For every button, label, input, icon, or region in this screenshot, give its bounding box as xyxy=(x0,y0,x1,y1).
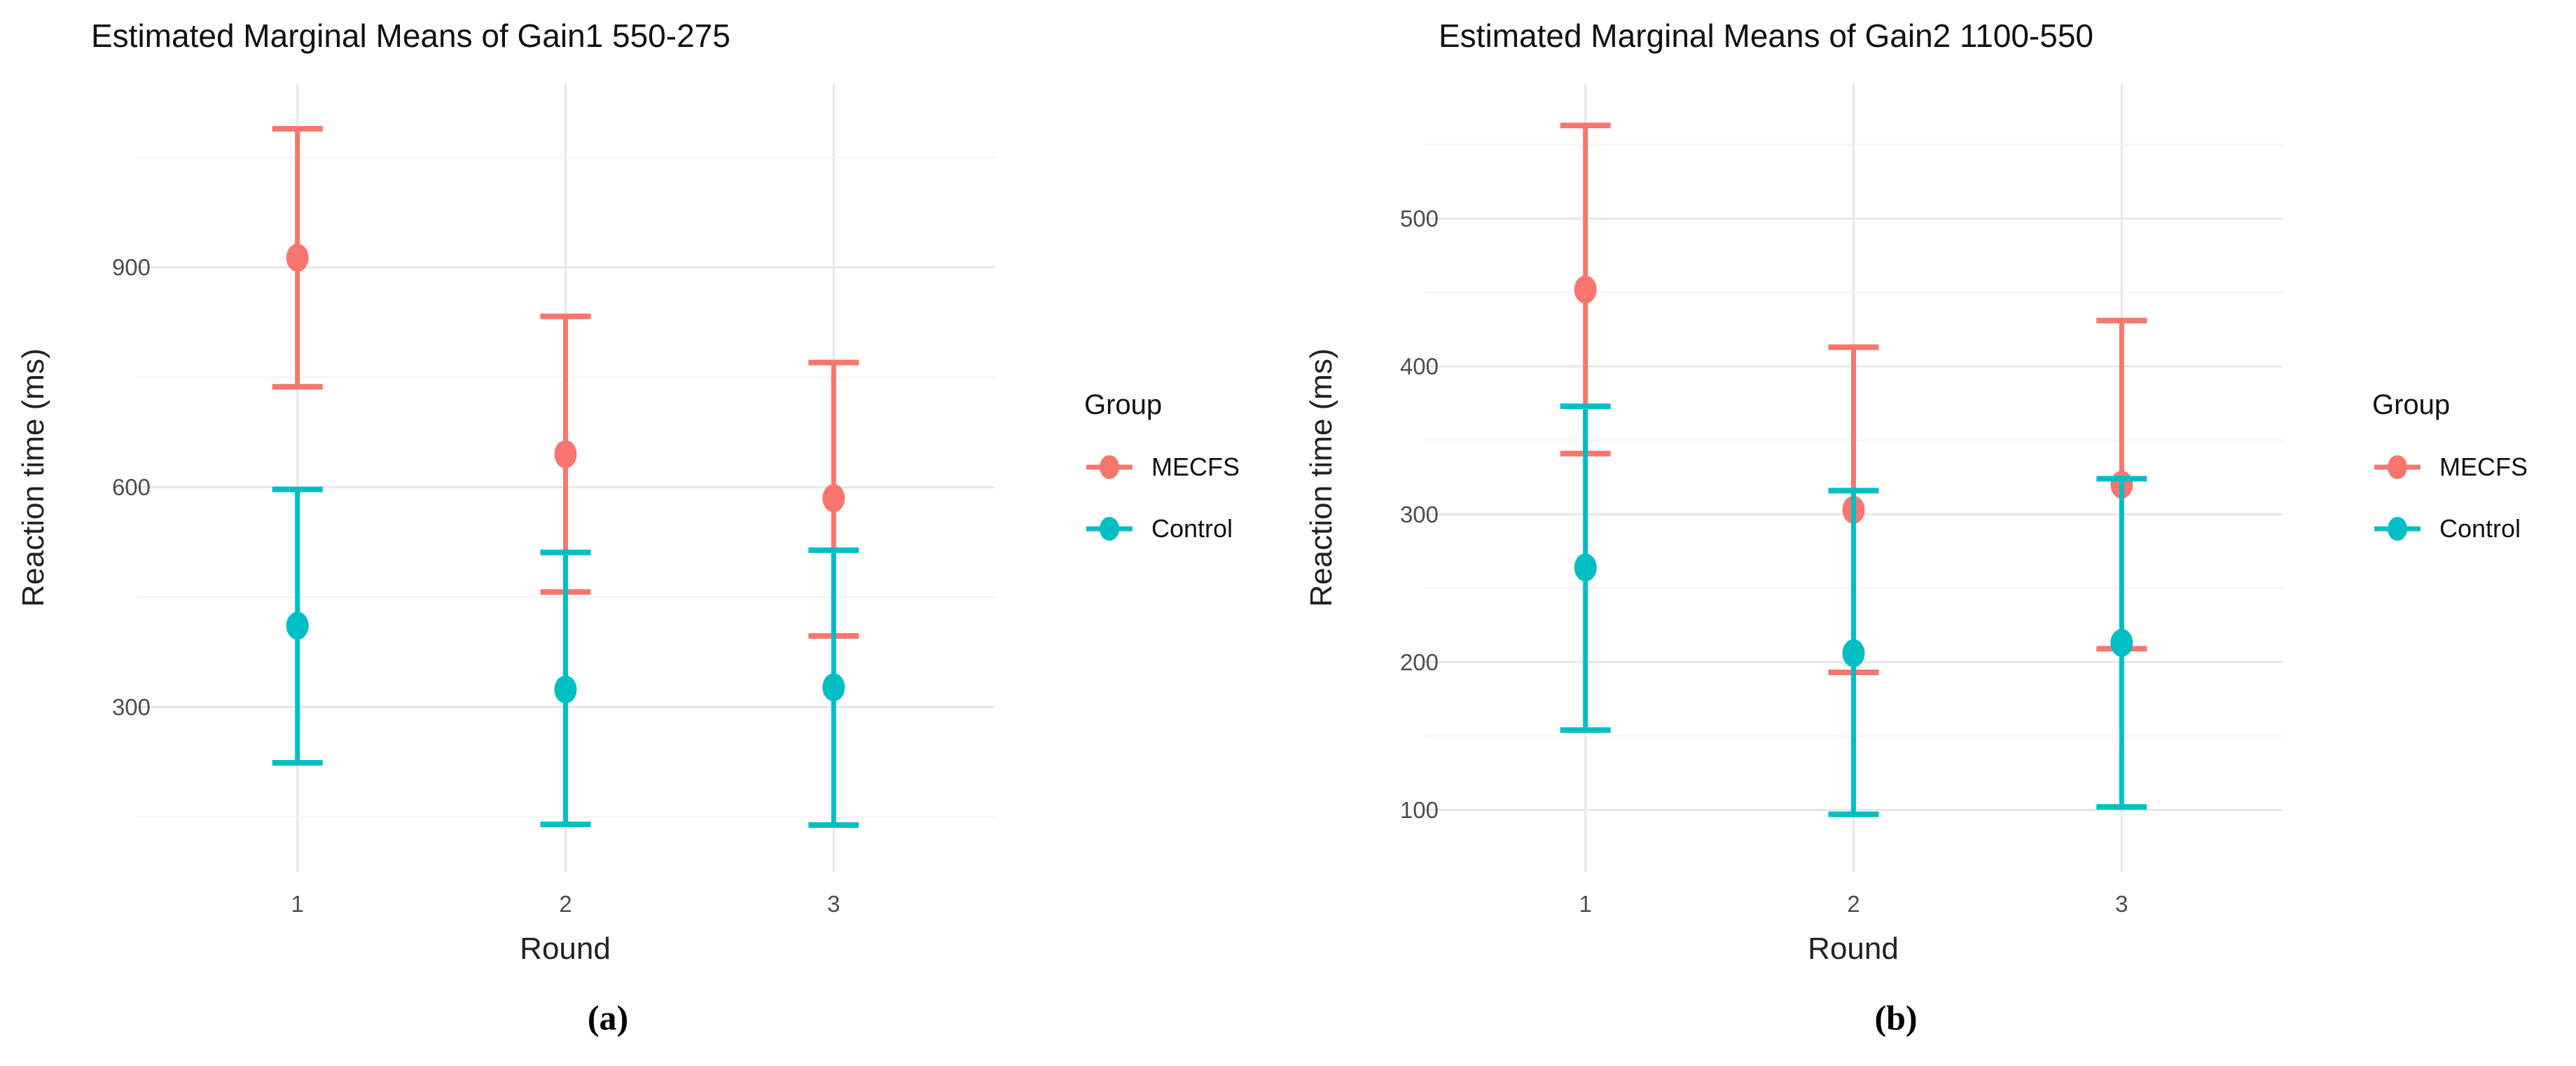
legend-item-label: Control xyxy=(1151,514,1233,543)
legend: Group MECFS Control xyxy=(2372,389,2528,544)
panel-a: Estimated Marginal Means of Gain1 550-27… xyxy=(16,18,1240,1037)
x-tick-label: 1 xyxy=(291,891,304,917)
legend-item-control: Control xyxy=(1084,513,1240,544)
plot-area: 300 600 900 1 2 3 xyxy=(112,84,995,917)
pointrange-key-icon xyxy=(2374,455,2421,479)
x-tick-label: 2 xyxy=(1847,891,1860,917)
mecfs-mean-dot xyxy=(1574,275,1597,304)
legend-key-dot xyxy=(2388,517,2407,541)
panel-sublabel: (a) xyxy=(587,998,629,1037)
pointrange-key-icon xyxy=(2374,517,2421,541)
legend-item-label: Control xyxy=(2439,514,2521,543)
legend-item-label: MECFS xyxy=(1151,452,1240,481)
y-tick-label: 100 xyxy=(1400,797,1439,823)
x-tick-label: 3 xyxy=(2115,891,2128,917)
x-axis-title: Round xyxy=(520,932,611,966)
legend-item-mecfs: MECFS xyxy=(1084,452,1240,483)
plot-area: 100 200 300 400 500 1 2 3 xyxy=(1400,84,2283,917)
pointrange-key-icon xyxy=(1086,455,1133,479)
pointrange-key-icon xyxy=(1086,517,1133,541)
mecfs-mean-dot xyxy=(554,440,577,469)
y-tick-label: 400 xyxy=(1400,354,1439,380)
legend-key-dot xyxy=(2388,455,2407,479)
legend: Group MECFS Control xyxy=(1084,389,1240,544)
y-tick-label: 300 xyxy=(1400,501,1439,527)
legend-item-label: MECFS xyxy=(2439,452,2528,481)
y-tick-label: 500 xyxy=(1400,206,1439,232)
chart-title: Estimated Marginal Means of Gain1 550-27… xyxy=(91,18,730,54)
legend-item-control: Control xyxy=(2372,513,2528,544)
legend-key-dot xyxy=(1100,517,1119,541)
y-tick-label: 300 xyxy=(112,694,151,720)
y-tick-label: 900 xyxy=(112,254,151,280)
panel-sublabel: (b) xyxy=(1874,998,1918,1037)
mecfs-mean-dot xyxy=(822,484,845,513)
legend-key-dot xyxy=(1100,455,1119,479)
control-mean-dot xyxy=(822,673,845,702)
x-axis-title: Round xyxy=(1808,932,1899,966)
chart-title: Estimated Marginal Means of Gain2 1100-5… xyxy=(1439,18,2094,54)
panel-b: Estimated Marginal Means of Gain2 1100-5… xyxy=(1288,0,2576,1066)
control-mean-dot xyxy=(1574,553,1597,582)
mecfs-mean-dot xyxy=(286,244,309,272)
control-mean-dot xyxy=(286,611,309,640)
y-tick-label: 600 xyxy=(112,474,151,500)
legend-title: Group xyxy=(2372,389,2451,420)
control-mean-dot xyxy=(2110,628,2133,657)
x-tick-label: 1 xyxy=(1579,891,1592,917)
x-tick-label: 2 xyxy=(559,891,572,917)
control-mean-dot xyxy=(1842,639,1865,667)
y-tick-label: 200 xyxy=(1400,649,1439,675)
control-mean-dot xyxy=(554,675,577,704)
legend-item-mecfs: MECFS xyxy=(2372,452,2528,483)
x-tick-label: 3 xyxy=(827,891,840,917)
legend-title: Group xyxy=(1084,389,1163,420)
